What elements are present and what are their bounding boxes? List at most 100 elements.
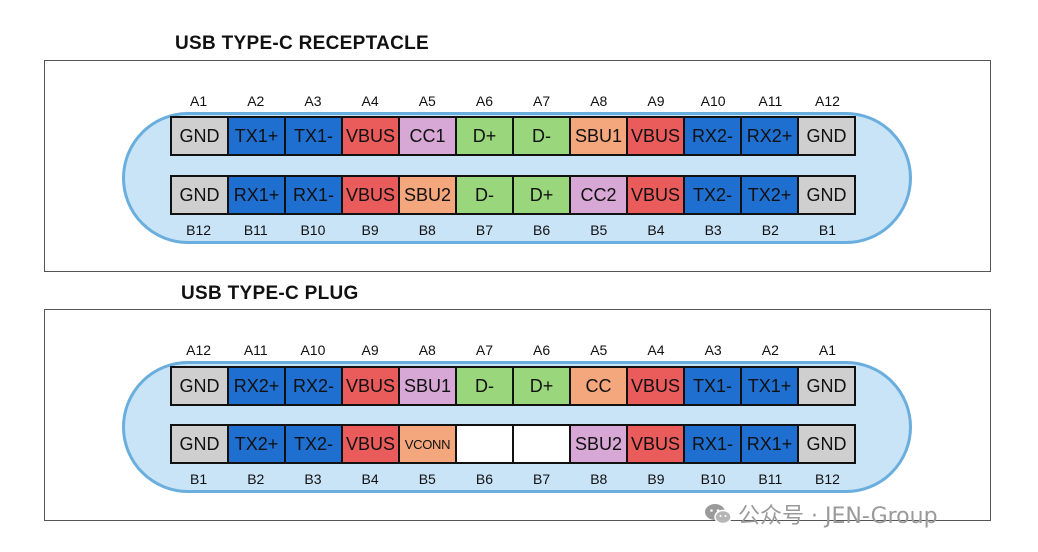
- pin-vconn: VCONN: [400, 426, 457, 462]
- pin-gnd: GND: [172, 426, 229, 462]
- pin-label: A4: [361, 93, 379, 109]
- pin-rx2minus: RX2-: [685, 118, 742, 154]
- watermark-text: 公众号 · JEN-Group: [738, 504, 938, 529]
- pin-label: B7: [475, 222, 493, 238]
- pin-gnd: GND: [172, 368, 229, 404]
- pin-label: A9: [361, 342, 379, 358]
- pin-gnd: GND: [799, 118, 854, 154]
- pin-dminus: D-: [457, 177, 514, 213]
- pin-tx1plus: TX1+: [742, 368, 799, 404]
- pin-vbus: VBUS: [343, 177, 400, 213]
- pin-dminus: D-: [514, 118, 571, 154]
- pin-label: B12: [186, 222, 212, 238]
- pin-gnd: GND: [172, 177, 229, 213]
- pin-label: B10: [700, 471, 726, 487]
- pin-label: B5: [418, 471, 436, 487]
- pin-label: B6: [533, 222, 551, 238]
- pin-label: B9: [361, 222, 379, 238]
- pin-vbus: VBUS: [343, 368, 400, 404]
- pin-label: A3: [704, 342, 722, 358]
- receptacle-bottom-labels: B12 B11 B10 B9 B8 B7 B6 B5 B4 B3 B2 B1: [170, 222, 856, 238]
- plug-bottom-pin-row: GND TX2+ TX2- VBUS VCONN SBU2 VBUS RX1- RX1+ GND: [170, 424, 856, 464]
- pin-label: A10: [700, 93, 726, 109]
- pin-label: B12: [815, 471, 840, 487]
- pin-cc1: CC1: [400, 118, 457, 154]
- pin-label: A8: [418, 342, 436, 358]
- pin-label: B2: [761, 222, 779, 238]
- pin-label: B3: [304, 471, 322, 487]
- pin-empty: [457, 426, 514, 462]
- pin-tx1plus: TX1+: [229, 118, 286, 154]
- pin-label: B10: [300, 222, 326, 238]
- pin-tx1minus: TX1-: [685, 368, 742, 404]
- pin-label: A6: [533, 342, 551, 358]
- plug-bottom-labels: B1 B2 B3 B4 B5 B6 B7 B8 B9 B10 B11 B12: [170, 471, 856, 487]
- pin-tx2plus: TX2+: [229, 426, 286, 462]
- pin-tx2minus: TX2-: [286, 426, 343, 462]
- pin-label: A8: [590, 93, 608, 109]
- pin-label: B4: [361, 471, 379, 487]
- receptacle-bottom-pin-row: GND RX1+ RX1- VBUS SBU2 D- D+ CC2 VBUS TX2- TX2+ GN…: [170, 175, 856, 215]
- pin-label: A10: [300, 342, 326, 358]
- pin-label: A6: [475, 93, 493, 109]
- pin-label: B8: [418, 222, 436, 238]
- pin-gnd: GND: [799, 426, 854, 462]
- receptacle-title: USB TYPE-C RECEPTACLE: [175, 33, 430, 54]
- receptacle-top-labels: A1 A2 A3 A4 A5 A6 A7 A8 A9 A10 A11 A12: [170, 93, 856, 109]
- pin-gnd: GND: [172, 118, 229, 154]
- pin-dminus: D-: [457, 368, 514, 404]
- pin-tx2plus: TX2+: [742, 177, 799, 213]
- receptacle-top-pin-row: GND TX1+ TX1- VBUS CC1 D+ D- SBU1 VBUS RX2- RX2+ GN…: [170, 116, 856, 156]
- pin-gnd: GND: [799, 368, 854, 404]
- pin-label: B9: [647, 471, 665, 487]
- pin-label: A11: [243, 342, 268, 358]
- pin-label: A7: [533, 93, 551, 109]
- pin-tx1minus: TX1-: [286, 118, 343, 154]
- pin-sbu1: SBU1: [571, 118, 628, 154]
- pin-label: A2: [247, 93, 265, 109]
- pin-rx1minus: RX1-: [286, 177, 343, 213]
- pin-label: B7: [533, 471, 551, 487]
- pin-label: A11: [758, 93, 783, 109]
- pin-vbus: VBUS: [628, 426, 685, 462]
- pin-cc2: CC2: [571, 177, 628, 213]
- pin-label: A12: [186, 342, 212, 358]
- pin-label: A5: [418, 93, 436, 109]
- pin-rx1plus: RX1+: [742, 426, 799, 462]
- pin-cc: CC: [571, 368, 628, 404]
- pin-label: B5: [590, 222, 608, 238]
- pin-rx2minus: RX2-: [286, 368, 343, 404]
- pin-label: A7: [475, 342, 493, 358]
- pin-label: A2: [761, 342, 779, 358]
- pin-label: B4: [647, 222, 665, 238]
- pin-label: A5: [590, 342, 608, 358]
- pin-label: A9: [647, 93, 665, 109]
- pin-sbu2: SBU2: [571, 426, 628, 462]
- pin-dplus: D+: [457, 118, 514, 154]
- pin-label: B11: [758, 471, 783, 487]
- pin-rx1plus: RX1+: [229, 177, 286, 213]
- pin-vbus: VBUS: [628, 368, 685, 404]
- pin-tx2minus: TX2-: [685, 177, 742, 213]
- pin-label: A1: [818, 342, 837, 358]
- pin-rx2plus: RX2+: [229, 368, 286, 404]
- pin-vbus: VBUS: [343, 118, 400, 154]
- pin-label: B6: [475, 471, 493, 487]
- pin-sbu1: SBU1: [400, 368, 457, 404]
- pin-empty: [514, 426, 571, 462]
- pin-vbus: VBUS: [628, 177, 685, 213]
- wechat-icon: [705, 504, 732, 525]
- pin-dplus: D+: [514, 368, 571, 404]
- pin-label: B3: [704, 222, 722, 238]
- plug-title: USB TYPE-C PLUG: [181, 283, 359, 304]
- pin-gnd: GND: [799, 177, 854, 213]
- pin-label: B8: [590, 471, 608, 487]
- plug-top-pin-row: GND RX2+ RX2- VBUS SBU1 D- D+ CC VBUS TX1- TX1+ GND: [170, 366, 856, 406]
- pin-label: A3: [304, 93, 322, 109]
- pin-label: A4: [647, 342, 665, 358]
- pin-label: B1: [818, 222, 837, 238]
- plug-top-labels: A12 A11 A10 A9 A8 A7 A6 A5 A4 A3 A2 A1: [170, 342, 856, 358]
- pin-sbu2: SBU2: [400, 177, 457, 213]
- pin-label: B2: [247, 471, 265, 487]
- pin-label: B1: [190, 471, 208, 487]
